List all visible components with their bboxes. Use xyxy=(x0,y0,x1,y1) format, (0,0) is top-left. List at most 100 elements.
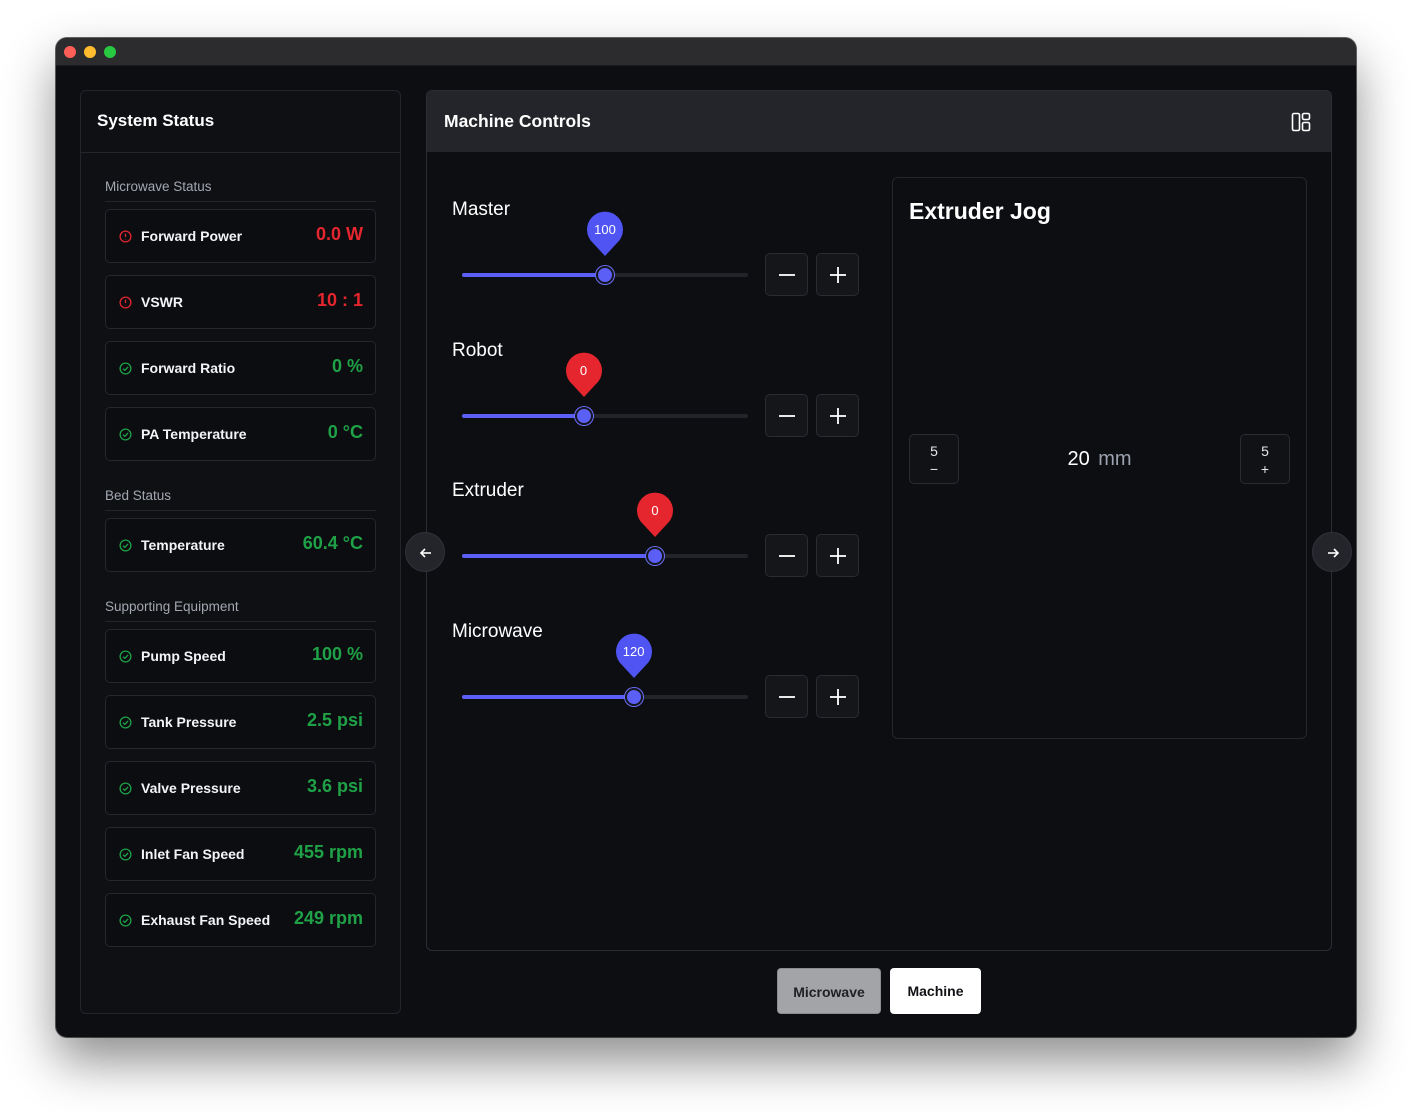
slider-thumb[interactable] xyxy=(574,407,593,425)
slider-extruder[interactable]: 0 xyxy=(462,492,748,565)
stat-value: 0.0 W xyxy=(315,224,363,244)
minus-icon: − xyxy=(929,461,939,477)
slider-value: 0 xyxy=(651,503,659,518)
minimize-window-button[interactable] xyxy=(84,46,96,58)
extruder-increment-button[interactable] xyxy=(816,534,859,577)
arrow-left-icon xyxy=(419,548,431,558)
stat-card-pump-speed: Pump Speed 100 % xyxy=(105,629,376,683)
stat-card-valve-pressure: Valve Pressure 3.6 psi xyxy=(105,761,376,815)
plus-icon xyxy=(830,267,846,283)
stat-value: 60.4 °C xyxy=(302,533,363,553)
robot-increment-button[interactable] xyxy=(816,394,859,437)
extruder-decrement-button[interactable] xyxy=(765,534,808,577)
stat-value: 100 % xyxy=(311,644,363,664)
stat-value: 3.6 psi xyxy=(306,776,363,796)
stat-card-tank-pressure: Tank Pressure 2.5 psi xyxy=(105,695,376,749)
slider-label-microwave: Microwave xyxy=(452,621,543,642)
arrow-right-icon xyxy=(1328,548,1340,558)
machine-controls-title: Machine Controls xyxy=(444,111,591,131)
alert-circle-icon xyxy=(119,230,132,243)
next-panel-button[interactable] xyxy=(1312,532,1352,572)
minus-icon xyxy=(779,415,795,417)
stat-label: Valve Pressure xyxy=(141,780,241,796)
slider-master[interactable]: 100 xyxy=(462,211,748,284)
slider-fill xyxy=(462,273,605,277)
stat-card-vswr: VSWR 10 : 1 xyxy=(105,275,376,329)
tab-microwave[interactable]: Microwave xyxy=(777,968,881,1014)
stat-label: PA Temperature xyxy=(141,426,247,442)
section-title-microwave-status: Microwave Status xyxy=(105,179,376,202)
slider-thumb[interactable] xyxy=(646,547,665,565)
jog-minus-button[interactable]: 5 − xyxy=(909,434,959,484)
minus-icon xyxy=(779,274,795,276)
master-increment-button[interactable] xyxy=(816,253,859,296)
stat-value: 0 % xyxy=(331,356,363,376)
robot-decrement-button[interactable] xyxy=(765,394,808,437)
slider-value-pin: 0 xyxy=(636,492,674,538)
stat-label: Tank Pressure xyxy=(141,714,237,730)
app-window: System Status Microwave Status Forward P… xyxy=(56,38,1356,1037)
stat-label: Exhaust Fan Speed xyxy=(141,912,271,928)
slider-value-pin: 120 xyxy=(615,633,653,679)
check-circle-icon xyxy=(119,914,132,927)
layout-dashboard-icon[interactable] xyxy=(1291,112,1311,132)
title-bar xyxy=(56,38,1356,66)
check-circle-icon xyxy=(119,716,132,729)
slider-thumb[interactable] xyxy=(596,266,614,284)
system-status-panel: System Status Microwave Status Forward P… xyxy=(80,90,401,1014)
stat-value: 455 rpm xyxy=(293,842,363,862)
check-circle-icon xyxy=(119,428,132,441)
close-window-button[interactable] xyxy=(64,46,76,58)
system-status-header: System Status xyxy=(81,91,400,153)
stat-label: Forward Power xyxy=(141,228,243,244)
zoom-window-button[interactable] xyxy=(104,46,116,58)
tab-machine[interactable]: Machine xyxy=(890,968,981,1014)
alert-circle-icon xyxy=(119,296,132,309)
jog-plus-button[interactable]: 5 + xyxy=(1240,434,1290,484)
check-circle-icon xyxy=(119,362,132,375)
jog-value-display: 20 mm xyxy=(893,448,1306,471)
check-circle-icon xyxy=(119,650,132,663)
microwave-decrement-button[interactable] xyxy=(765,675,808,718)
stat-card-pa-temperature: PA Temperature 0 °C xyxy=(105,407,376,461)
jog-value: 20 xyxy=(1067,448,1090,470)
jog-minus-step: 5 xyxy=(930,443,938,459)
minus-icon xyxy=(779,696,795,698)
stat-value: 0 °C xyxy=(327,422,363,442)
slider-microwave[interactable]: 120 xyxy=(462,633,748,706)
plus-icon xyxy=(830,548,846,564)
machine-controls-header: Machine Controls xyxy=(427,91,1331,152)
system-status-title: System Status xyxy=(97,111,215,130)
machine-controls-panel: Machine Controls Master 100 xyxy=(426,90,1332,951)
stat-label: VSWR xyxy=(141,294,183,310)
slider-value: 100 xyxy=(594,222,616,237)
previous-panel-button[interactable] xyxy=(405,532,445,572)
extruder-jog-title: Extruder Jog xyxy=(909,198,1051,224)
plus-icon xyxy=(830,689,846,705)
stat-label: Inlet Fan Speed xyxy=(141,846,245,862)
stat-label: Pump Speed xyxy=(141,648,226,664)
slider-thumb[interactable] xyxy=(624,688,643,706)
master-decrement-button[interactable] xyxy=(765,253,808,296)
slider-label-master: Master xyxy=(452,199,511,220)
section-title-supporting-equipment: Supporting Equipment xyxy=(105,599,376,622)
jog-unit: mm xyxy=(1098,448,1132,470)
stat-value: 2.5 psi xyxy=(306,710,363,730)
slider-fill xyxy=(462,554,656,558)
stat-label: Forward Ratio xyxy=(141,360,236,376)
slider-value: 120 xyxy=(622,644,645,659)
microwave-increment-button[interactable] xyxy=(816,675,859,718)
check-circle-icon xyxy=(119,848,132,861)
slider-label-extruder: Extruder xyxy=(452,480,524,501)
slider-value-pin: 0 xyxy=(565,352,603,398)
plus-icon: + xyxy=(1260,461,1270,477)
stat-label: Temperature xyxy=(141,537,225,553)
slider-fill xyxy=(462,414,584,418)
stat-card-forward-ratio: Forward Ratio 0 % xyxy=(105,341,376,395)
slider-robot[interactable]: 0 xyxy=(462,352,748,425)
stat-card-forward-power: Forward Power 0.0 W xyxy=(105,209,376,263)
stat-card-exhaust-fan-speed: Exhaust Fan Speed 249 rpm xyxy=(105,893,376,947)
stat-card-inlet-fan-speed: Inlet Fan Speed 455 rpm xyxy=(105,827,376,881)
check-circle-icon xyxy=(119,539,132,552)
slider-label-robot: Robot xyxy=(452,340,503,361)
